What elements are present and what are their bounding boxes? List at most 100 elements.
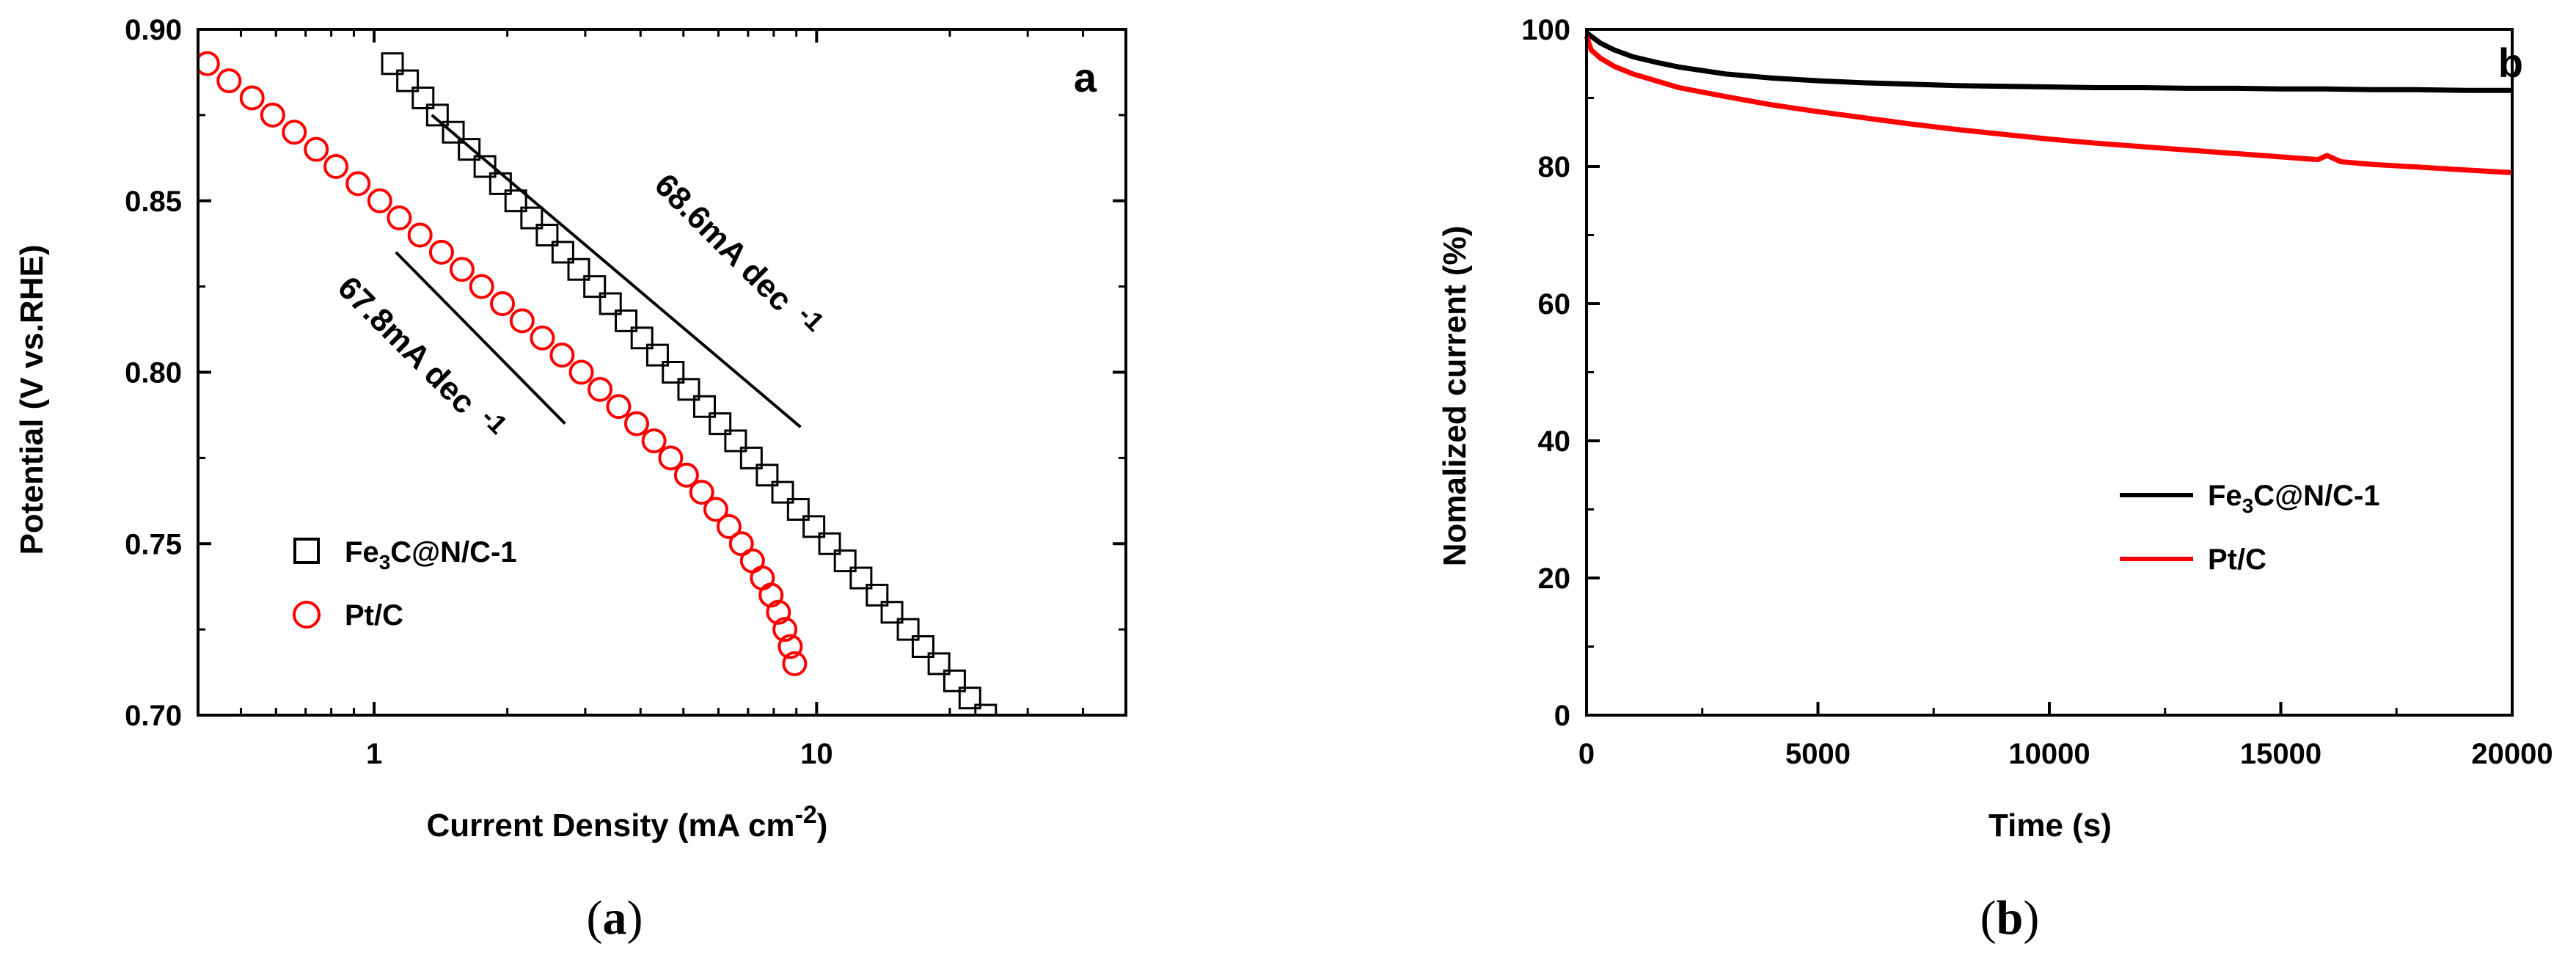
panel-b-x-tick-label: 20000: [2471, 738, 2553, 770]
panel-b-x-tick-label: 0: [1578, 738, 1595, 770]
data-point: [645, 343, 669, 367]
svg-text:67.8mA dec -1: 67.8mA dec -1: [331, 266, 513, 448]
data-point: [623, 411, 649, 436]
fit-line-pt-c: [395, 251, 566, 425]
data-point: [588, 376, 613, 402]
panel-b-y-tick-label: 20: [1538, 563, 1571, 595]
data-point: [866, 583, 889, 607]
data-point: [282, 120, 307, 145]
data-point: [943, 669, 966, 692]
panel-b-y-tick-label: 100: [1521, 14, 1570, 46]
fe3c-slope-sup: -1: [792, 299, 830, 337]
fit-line-fe3c-n-c-1: [431, 114, 802, 428]
fe3c-slope-label: 68.6mA dec: [648, 167, 799, 318]
data-point: [425, 103, 449, 127]
data-point: [367, 188, 392, 213]
svg-text:68.6mA dec -1: 68.6mA dec -1: [648, 163, 830, 345]
fe3c-slope-annotation: 68.6mA dec -1: [648, 163, 830, 345]
data-point: [833, 549, 857, 573]
panel-a-x-tick-label: 10: [800, 738, 833, 770]
data-point: [396, 69, 420, 92]
data-point: [568, 359, 594, 385]
legend-a-fe3c-label: Fe3C@N/C-1: [345, 536, 517, 574]
caption-a: (a): [587, 891, 643, 945]
data-point: [549, 343, 575, 368]
panel-a-legend: Fe3C@N/C-1 Pt/C: [293, 536, 517, 632]
panel-a-x-axis-title: Current Density (mA cm-2): [427, 801, 828, 844]
panel-a-axes: 0.70 0.75 0.80 0.85 0.90 1 10: [125, 14, 1127, 770]
legend-a-fe3c-marker: [293, 538, 320, 564]
data-point: [530, 325, 555, 351]
data-point: [777, 634, 803, 659]
panel-b-y-tick-label: 40: [1538, 425, 1571, 458]
panel-b-y-tick-label: 80: [1538, 151, 1571, 183]
data-point: [239, 85, 265, 111]
data-point: [782, 651, 808, 676]
data-point: [428, 239, 454, 265]
data-point: [802, 515, 826, 538]
panel-b-chart: 0 20 40 60 80 100 0 5000 10000 15000 20000 b Fe3C@…: [1437, 14, 2553, 844]
panel-a-y-tick-label: 0.80: [125, 357, 182, 389]
data-point: [567, 257, 590, 281]
panel-a-chart: 0.700.750.800.850.901 10 a 68.6mA dec -1 …: [14, 14, 1127, 844]
panel-a-y-tick-label: 0.90: [125, 14, 182, 46]
data-point: [880, 601, 904, 624]
data-point: [490, 291, 516, 316]
data-point: [458, 138, 481, 161]
data-point: [469, 274, 494, 299]
data-point: [677, 378, 700, 401]
legend-a-ptc-marker: [293, 601, 321, 629]
data-point: [927, 652, 951, 676]
ptc-slope-annotation: 67.8mA dec -1: [331, 266, 513, 448]
data-point: [216, 68, 242, 94]
data-point: [658, 445, 684, 471]
legend-a-ptc-label: Pt/C: [345, 599, 403, 632]
data-point: [1007, 739, 1028, 760]
data-point: [689, 480, 714, 505]
panel-b-x-tick-label: 5000: [1785, 738, 1851, 770]
panel-b-axes: 0 20 40 60 80 100 0 5000 10000 15000 20000: [1521, 14, 2553, 770]
data-point: [381, 52, 404, 76]
data-point: [724, 429, 747, 453]
data-point: [411, 87, 435, 109]
panel-b-series: [1584, 30, 2513, 175]
data-point: [407, 222, 433, 248]
data-point: [323, 154, 349, 179]
panel-a-y-tick-label: 0.85: [125, 186, 182, 218]
data-point: [992, 722, 1012, 742]
data-point: [449, 257, 475, 282]
data-point: [615, 309, 638, 332]
series-fe3c-n-c-1: [381, 52, 1028, 760]
series-pt-c: [198, 51, 808, 676]
panel-b-plot-frame: [1585, 28, 2514, 717]
data-point: [958, 687, 981, 710]
panel-b-y-tick-label: 0: [1554, 700, 1570, 732]
legend-b-fe3c-label: Fe3C@N/C-1: [2208, 480, 2380, 517]
data-point: [766, 599, 791, 625]
ptc-slope-sup: -1: [475, 402, 513, 440]
data-point: [345, 171, 371, 197]
panel-a-series: [198, 51, 1028, 760]
data-point: [442, 120, 465, 144]
data-point: [509, 308, 535, 334]
data-point: [716, 513, 742, 539]
data-point: [692, 395, 716, 418]
data-point: [911, 635, 934, 658]
caption-b: (b): [1980, 891, 2040, 945]
data-point: [662, 361, 685, 384]
data-point: [739, 446, 763, 469]
data-point: [673, 462, 699, 488]
data-point: [709, 412, 732, 436]
data-point: [818, 532, 841, 555]
panel-a-y-axis-title: Potential (V vs.RHE): [14, 245, 50, 555]
data-point: [583, 275, 607, 299]
ptc-slope-label: 67.8mA dec: [331, 269, 482, 420]
series-fe3c-n-c-1-line: [1584, 30, 2512, 93]
panel-b-label: b: [2498, 40, 2523, 86]
data-point: [304, 136, 329, 162]
panel-a-fit-lines: [395, 114, 802, 428]
data-point: [198, 51, 220, 76]
data-point: [387, 205, 412, 231]
panel-b-x-axis-title: Time (s): [1988, 808, 2112, 844]
